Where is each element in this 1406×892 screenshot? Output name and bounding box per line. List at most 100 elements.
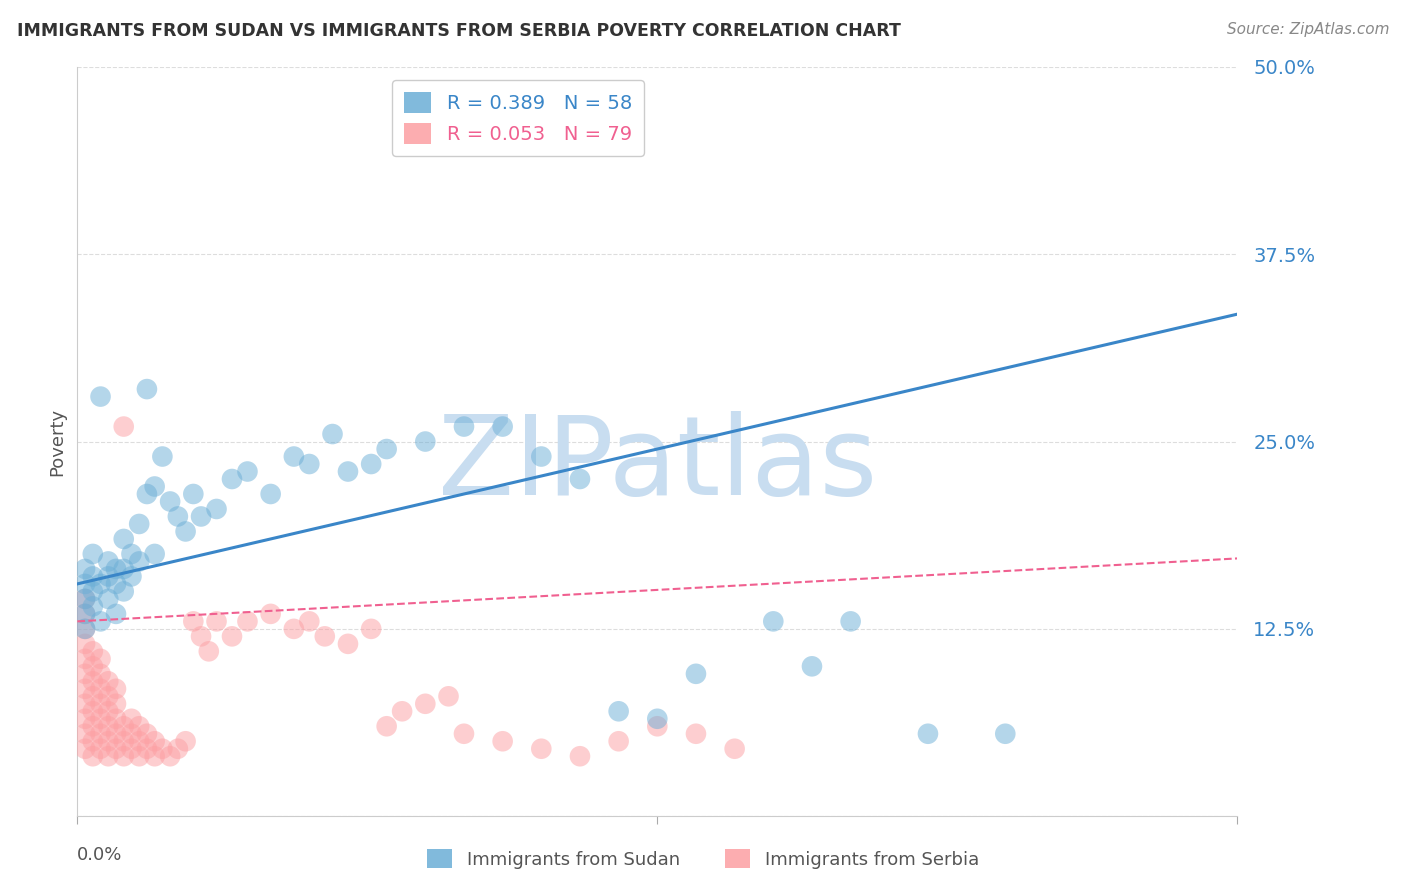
Point [283,450,305,464]
Point [97,734,120,748]
Point [569,749,592,764]
Point [260,487,283,501]
Point [159,494,181,508]
Point [90,390,111,404]
Point [97,569,120,583]
Point [375,442,398,456]
Legend: Immigrants from Sudan, Immigrants from Serbia: Immigrants from Sudan, Immigrants from S… [420,842,986,876]
Point [75,591,96,606]
Point [236,465,259,479]
Point [75,681,96,696]
Point [112,419,135,434]
Point [82,547,104,561]
Point [221,472,243,486]
Point [82,599,104,614]
Point [90,577,111,591]
Y-axis label: Poverty: Poverty [48,408,66,475]
Point [75,637,96,651]
Point [105,562,127,576]
Point [322,427,344,442]
Point [724,741,747,756]
Point [75,562,96,576]
Point [75,741,96,756]
Point [143,479,166,493]
Point [105,727,127,741]
Point [82,584,104,599]
Point [75,607,96,621]
Point [143,749,166,764]
Point [685,727,707,741]
Point [121,547,143,561]
Point [121,569,143,583]
Point [90,681,111,696]
Point [112,532,135,546]
Point [190,629,212,643]
Point [152,741,174,756]
Point [530,741,553,756]
Point [128,734,150,748]
Point [128,516,150,531]
Point [166,741,188,756]
Point [82,749,104,764]
Point [75,652,96,666]
Point [105,712,127,726]
Point [90,712,111,726]
Point [97,690,120,704]
Point [360,457,382,471]
Point [236,615,259,629]
Point [413,697,436,711]
Point [90,615,111,629]
Point [90,727,111,741]
Point [530,450,553,464]
Point [97,749,120,764]
Point [143,547,166,561]
Point [143,734,166,748]
Point [136,382,159,396]
Legend: R = 0.389   N = 58, R = 0.053   N = 79: R = 0.389 N = 58, R = 0.053 N = 79 [392,80,644,156]
Point [112,749,135,764]
Point [75,697,96,711]
Point [136,727,159,741]
Text: 0.0%: 0.0% [77,847,122,864]
Point [112,562,135,576]
Point [298,615,321,629]
Point [492,734,515,748]
Text: ZIPatlas: ZIPatlas [437,410,877,517]
Point [413,434,436,449]
Point [82,674,104,689]
Point [75,591,96,606]
Point [391,704,413,718]
Point [183,615,205,629]
Point [183,487,205,501]
Point [75,622,96,636]
Point [839,615,862,629]
Point [121,727,143,741]
Point [105,577,127,591]
Point [453,419,475,434]
Text: IMMIGRANTS FROM SUDAN VS IMMIGRANTS FROM SERBIA POVERTY CORRELATION CHART: IMMIGRANTS FROM SUDAN VS IMMIGRANTS FROM… [17,22,901,40]
Point [569,472,592,486]
Point [685,666,707,681]
Point [75,607,96,621]
Point [801,659,824,673]
Point [190,509,212,524]
Point [197,644,219,658]
Point [437,690,460,704]
Point [97,719,120,733]
Point [105,697,127,711]
Point [647,712,669,726]
Point [75,727,96,741]
Point [90,697,111,711]
Point [121,712,143,726]
Point [112,584,135,599]
Point [82,690,104,704]
Point [136,487,159,501]
Point [112,734,135,748]
Point [647,719,669,733]
Point [283,622,305,636]
Point [360,622,382,636]
Point [453,727,475,741]
Point [90,652,111,666]
Point [75,622,96,636]
Point [314,629,336,643]
